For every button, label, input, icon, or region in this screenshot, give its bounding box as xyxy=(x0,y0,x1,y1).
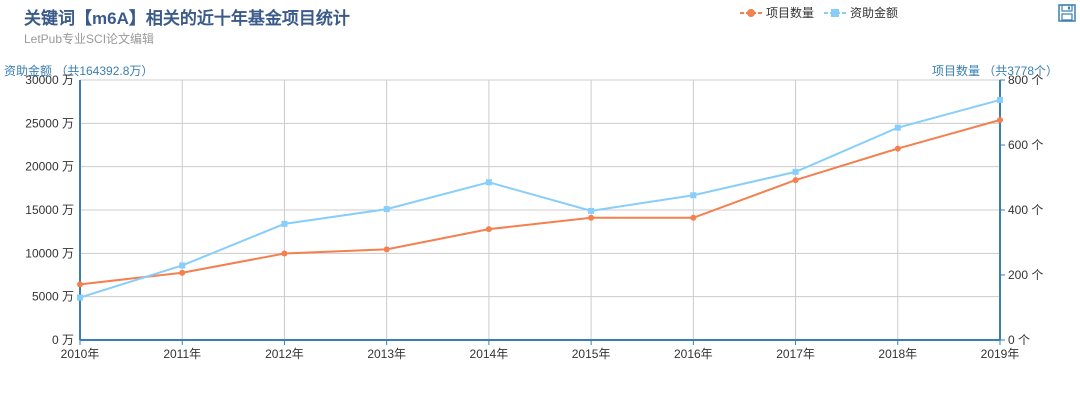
data-point-amount[interactable] xyxy=(792,168,799,175)
x-tick-label: 2018年 xyxy=(878,347,917,361)
data-point-amount[interactable] xyxy=(179,262,186,269)
legend-item-amount[interactable]: 资助金额 xyxy=(824,4,898,21)
y-left-tick-label: 15000 万 xyxy=(25,203,74,217)
legend: 项目数量 资助金额 xyxy=(740,4,908,21)
y-left-tick-label: 5000 万 xyxy=(32,290,74,304)
data-point-count[interactable] xyxy=(690,214,697,221)
data-point-count[interactable] xyxy=(588,214,595,221)
legend-marker-amount xyxy=(824,8,847,17)
data-point-amount[interactable] xyxy=(894,124,901,131)
x-tick-label: 2013年 xyxy=(367,347,406,361)
y-right-tick-label: 800 个 xyxy=(1008,73,1043,87)
data-point-count[interactable] xyxy=(894,145,901,152)
chart-subtitle: LetPub专业SCI论文编辑 xyxy=(24,32,155,46)
y-left-axis-title: 资助金额 （共164392.8万） xyxy=(4,64,154,78)
data-point-amount[interactable] xyxy=(690,192,697,199)
y-left-tick-label: 30000 万 xyxy=(25,73,74,87)
y-left-tick-label: 25000 万 xyxy=(25,116,74,130)
y-right-tick-label: 400 个 xyxy=(1008,203,1043,217)
chart-title: 关键词【m6A】相关的近十年基金项目统计 xyxy=(24,9,350,28)
data-point-count[interactable] xyxy=(792,177,799,184)
y-left-tick-label: 0 万 xyxy=(52,333,74,347)
legend-item-count[interactable]: 项目数量 xyxy=(740,4,814,21)
data-point-count[interactable] xyxy=(281,250,288,257)
legend-marker-count xyxy=(740,8,762,17)
data-point-amount[interactable] xyxy=(485,179,492,186)
x-tick-label: 2010年 xyxy=(61,347,100,361)
data-point-amount[interactable] xyxy=(281,220,288,227)
series-line-0 xyxy=(79,119,1001,286)
x-tick-label: 2012年 xyxy=(265,347,304,361)
y-right-tick-label: 600 个 xyxy=(1008,138,1043,152)
x-tick-label: 2011年 xyxy=(163,347,201,361)
x-tick-label: 2016年 xyxy=(674,347,713,361)
x-tick-label: 2017年 xyxy=(776,347,815,361)
y-left-tick-label: 20000 万 xyxy=(25,160,74,174)
x-tick-label: 2015年 xyxy=(572,347,611,361)
y-right-axis-title: 项目数量 （共3778个） xyxy=(931,64,1058,78)
data-point-count[interactable] xyxy=(997,116,1003,123)
data-point-count[interactable] xyxy=(485,226,492,233)
data-point-amount[interactable] xyxy=(383,206,390,213)
data-point-amount[interactable] xyxy=(588,207,595,214)
legend-label-amount: 资助金额 xyxy=(850,6,899,20)
data-point-count[interactable] xyxy=(383,246,390,253)
legend-label-count: 项目数量 xyxy=(766,6,815,20)
data-point-amount[interactable] xyxy=(997,96,1003,103)
data-point-amount[interactable] xyxy=(77,294,83,301)
series-line-1 xyxy=(79,98,1001,299)
data-point-count[interactable] xyxy=(179,269,186,276)
x-tick-label: 2019年 xyxy=(981,347,1020,361)
data-point-count[interactable] xyxy=(77,281,83,288)
save-icon[interactable] xyxy=(1058,4,1076,22)
y-right-tick-label: 0 个 xyxy=(1008,333,1030,347)
y-right-tick-label: 200 个 xyxy=(1008,268,1043,282)
y-left-tick-label: 10000 万 xyxy=(25,246,74,260)
x-tick-label: 2014年 xyxy=(470,347,509,361)
